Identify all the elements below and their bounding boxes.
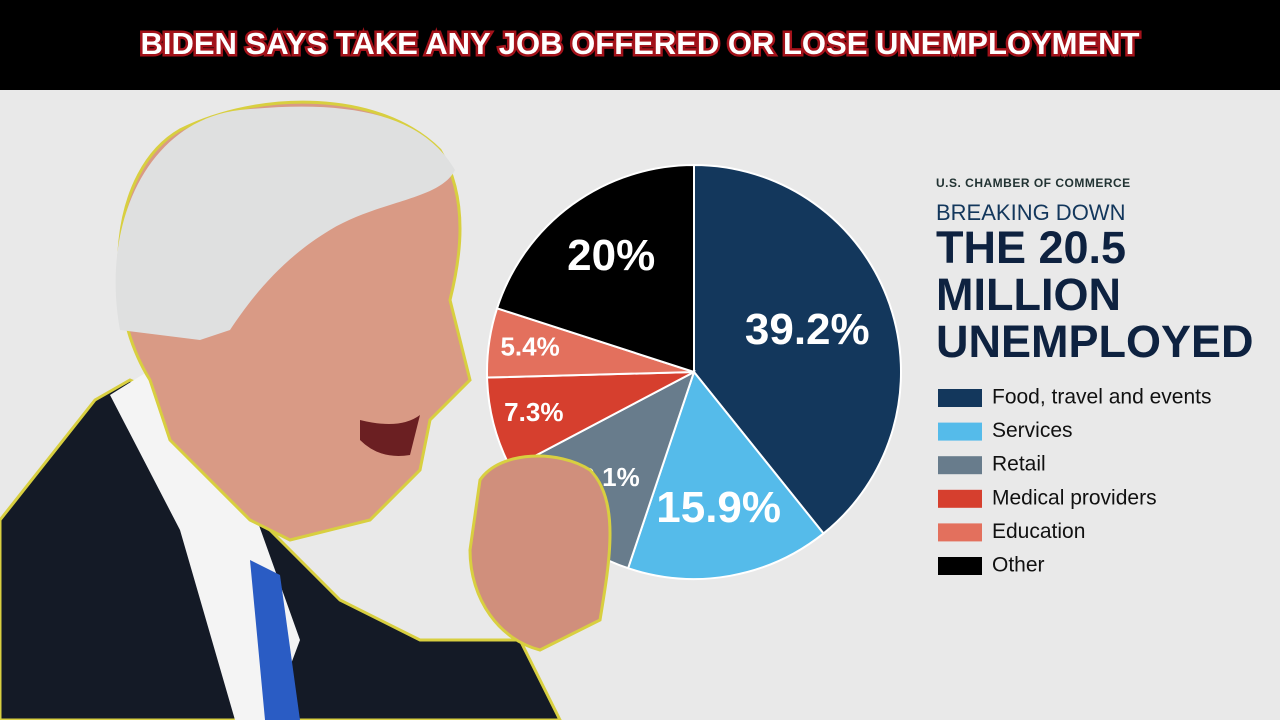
legend-swatch (938, 523, 982, 542)
pie-slice (495, 163, 695, 374)
data-label: 15.9% (656, 483, 781, 532)
legend-swatch (938, 456, 982, 475)
pie-slice (693, 163, 902, 535)
data-label: 5.4% (500, 331, 559, 361)
legend-label: Services (992, 419, 1073, 442)
legend-label: Medical providers (992, 486, 1157, 509)
photo (0, 100, 612, 720)
data-label: 7.3% (504, 397, 563, 427)
data-label: 39.2% (745, 305, 870, 354)
header-bar (0, 0, 1280, 90)
chart-title: THE 20.5 MILLION UNEMPLOYED (936, 222, 1254, 367)
legend-swatch (938, 557, 982, 575)
legend-label: Other (992, 554, 1045, 577)
legend-label: Retail (992, 453, 1046, 476)
legend-swatch (938, 489, 982, 508)
legend-swatch (938, 422, 982, 441)
source: U.S. CHAMBER OF COMMERCE (936, 176, 1131, 190)
legend-label: Food, travel and events (992, 386, 1211, 409)
legend-label: Education (992, 520, 1085, 543)
headline: BIDEN SAYS TAKE ANY JOB OFFERED OR LOSE … (140, 26, 1139, 61)
subtitle: BREAKING DOWN (936, 200, 1126, 225)
data-label: 20% (567, 231, 655, 280)
legend-swatch (938, 389, 982, 407)
